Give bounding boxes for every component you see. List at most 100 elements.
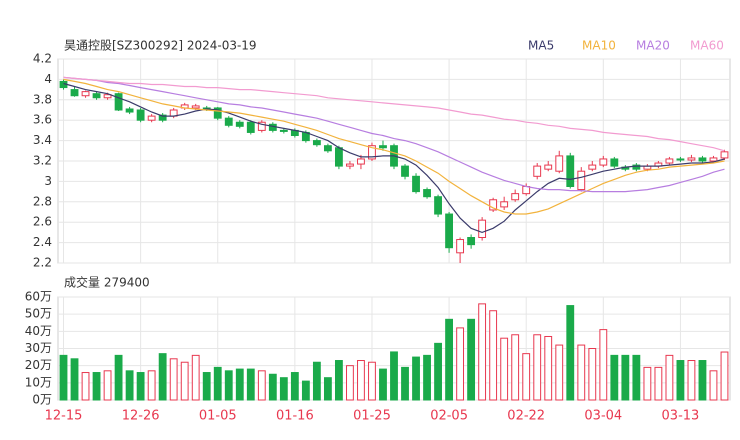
candle-body xyxy=(312,140,321,146)
candle-body xyxy=(555,155,564,172)
candle-body xyxy=(401,165,409,177)
x-tick-label: 01-05 xyxy=(199,409,237,424)
volume-bar xyxy=(257,370,266,401)
volume-bar xyxy=(599,329,608,401)
volume-bar xyxy=(489,310,498,401)
legend-label: MA20 xyxy=(636,39,670,53)
x-tick-label: 02-22 xyxy=(507,409,545,424)
volume-bar xyxy=(59,354,68,401)
ma-line xyxy=(63,76,725,193)
volume-bar xyxy=(169,358,178,401)
volume-bar xyxy=(555,344,564,401)
volume-bar xyxy=(511,334,520,401)
candle-body xyxy=(235,121,244,127)
ma-line xyxy=(63,78,725,215)
volume-bar xyxy=(346,365,354,401)
volume-bar xyxy=(676,360,685,401)
volume-bar xyxy=(301,380,310,401)
candle-body xyxy=(147,115,156,121)
candle-body xyxy=(489,199,498,211)
candle-body xyxy=(246,121,255,133)
candle-body xyxy=(213,107,222,119)
candle-body xyxy=(335,147,343,167)
volume-bar xyxy=(390,351,398,401)
candle-body xyxy=(687,157,696,161)
y-tick-label: 0万 xyxy=(32,393,52,407)
y-tick-label: 3.4 xyxy=(33,133,52,147)
volume-bar xyxy=(610,354,619,401)
volume-bar xyxy=(577,344,586,401)
volume-bar xyxy=(368,361,376,401)
legend-label: MA60 xyxy=(690,39,724,53)
volume-bar xyxy=(246,368,255,401)
volume-bar xyxy=(478,303,487,401)
volume-bar xyxy=(312,361,321,401)
candle-body xyxy=(379,145,387,149)
x-tick-label: 12-26 xyxy=(122,409,160,424)
candle-body xyxy=(456,239,465,254)
candle-body xyxy=(522,186,531,195)
volume-bar xyxy=(533,334,542,401)
candle-body xyxy=(676,158,685,161)
candle-body xyxy=(125,108,134,113)
y-tick-label: 4.2 xyxy=(33,52,52,66)
volume-bar xyxy=(500,337,509,401)
chart-title: 昊通控股[SZ300292] 2024-03-19 xyxy=(64,39,257,53)
volume-bar xyxy=(103,370,112,401)
y-tick-label: 2.4 xyxy=(33,235,52,249)
candle-body xyxy=(136,109,145,121)
candle-body xyxy=(70,89,79,97)
volume-bar xyxy=(202,372,211,401)
y-tick-label: 4 xyxy=(44,72,52,86)
volume-bar xyxy=(81,372,90,401)
volume-bar xyxy=(147,370,156,401)
candle-body xyxy=(323,145,332,152)
candle-body xyxy=(665,158,674,164)
volume-bar xyxy=(401,366,409,401)
volume-bar xyxy=(588,348,597,401)
volume-bar xyxy=(114,354,123,401)
volume-bar xyxy=(412,356,420,401)
y-tick-label: 10万 xyxy=(25,375,52,389)
volume-bar xyxy=(522,353,531,401)
x-tick-label: 03-13 xyxy=(662,409,700,424)
volume-bar xyxy=(136,372,145,401)
y-tick-label: 3.2 xyxy=(33,154,52,168)
candle-body xyxy=(709,157,718,162)
y-tick-label: 40万 xyxy=(25,324,52,338)
candle-body xyxy=(434,196,442,215)
candle-body xyxy=(191,105,200,109)
y-tick-label: 2.2 xyxy=(33,256,52,270)
volume-bar xyxy=(720,351,729,401)
volume-bar xyxy=(279,377,288,401)
candle-body xyxy=(412,175,420,193)
candle-body xyxy=(257,121,266,131)
candle-body xyxy=(279,129,288,132)
volume-bar xyxy=(125,370,134,401)
volume-bar xyxy=(698,360,707,401)
volume-bar xyxy=(654,366,663,401)
y-tick-label: 50万 xyxy=(25,307,52,321)
candle-body xyxy=(368,145,376,160)
candle-body xyxy=(467,237,476,246)
candle-body xyxy=(445,213,453,249)
x-tick-label: 02-05 xyxy=(430,409,468,424)
y-tick-label: 3.8 xyxy=(33,92,52,106)
candle-body xyxy=(533,165,542,177)
candle-body xyxy=(346,163,354,167)
volume-bar xyxy=(191,354,200,401)
volume-bar xyxy=(456,327,465,401)
candle-body xyxy=(423,189,431,198)
volume-bar xyxy=(709,370,718,401)
legend-label: MA5 xyxy=(528,39,554,53)
candle-body xyxy=(500,201,509,208)
volume-bar xyxy=(357,360,365,401)
volume-bar xyxy=(158,353,167,401)
x-tick-label: 01-25 xyxy=(353,409,391,424)
y-tick-label: 60万 xyxy=(25,290,52,304)
candle-body xyxy=(92,93,101,99)
volume-bar xyxy=(621,354,630,401)
candle-body xyxy=(720,151,729,159)
volume-bar xyxy=(224,370,233,401)
